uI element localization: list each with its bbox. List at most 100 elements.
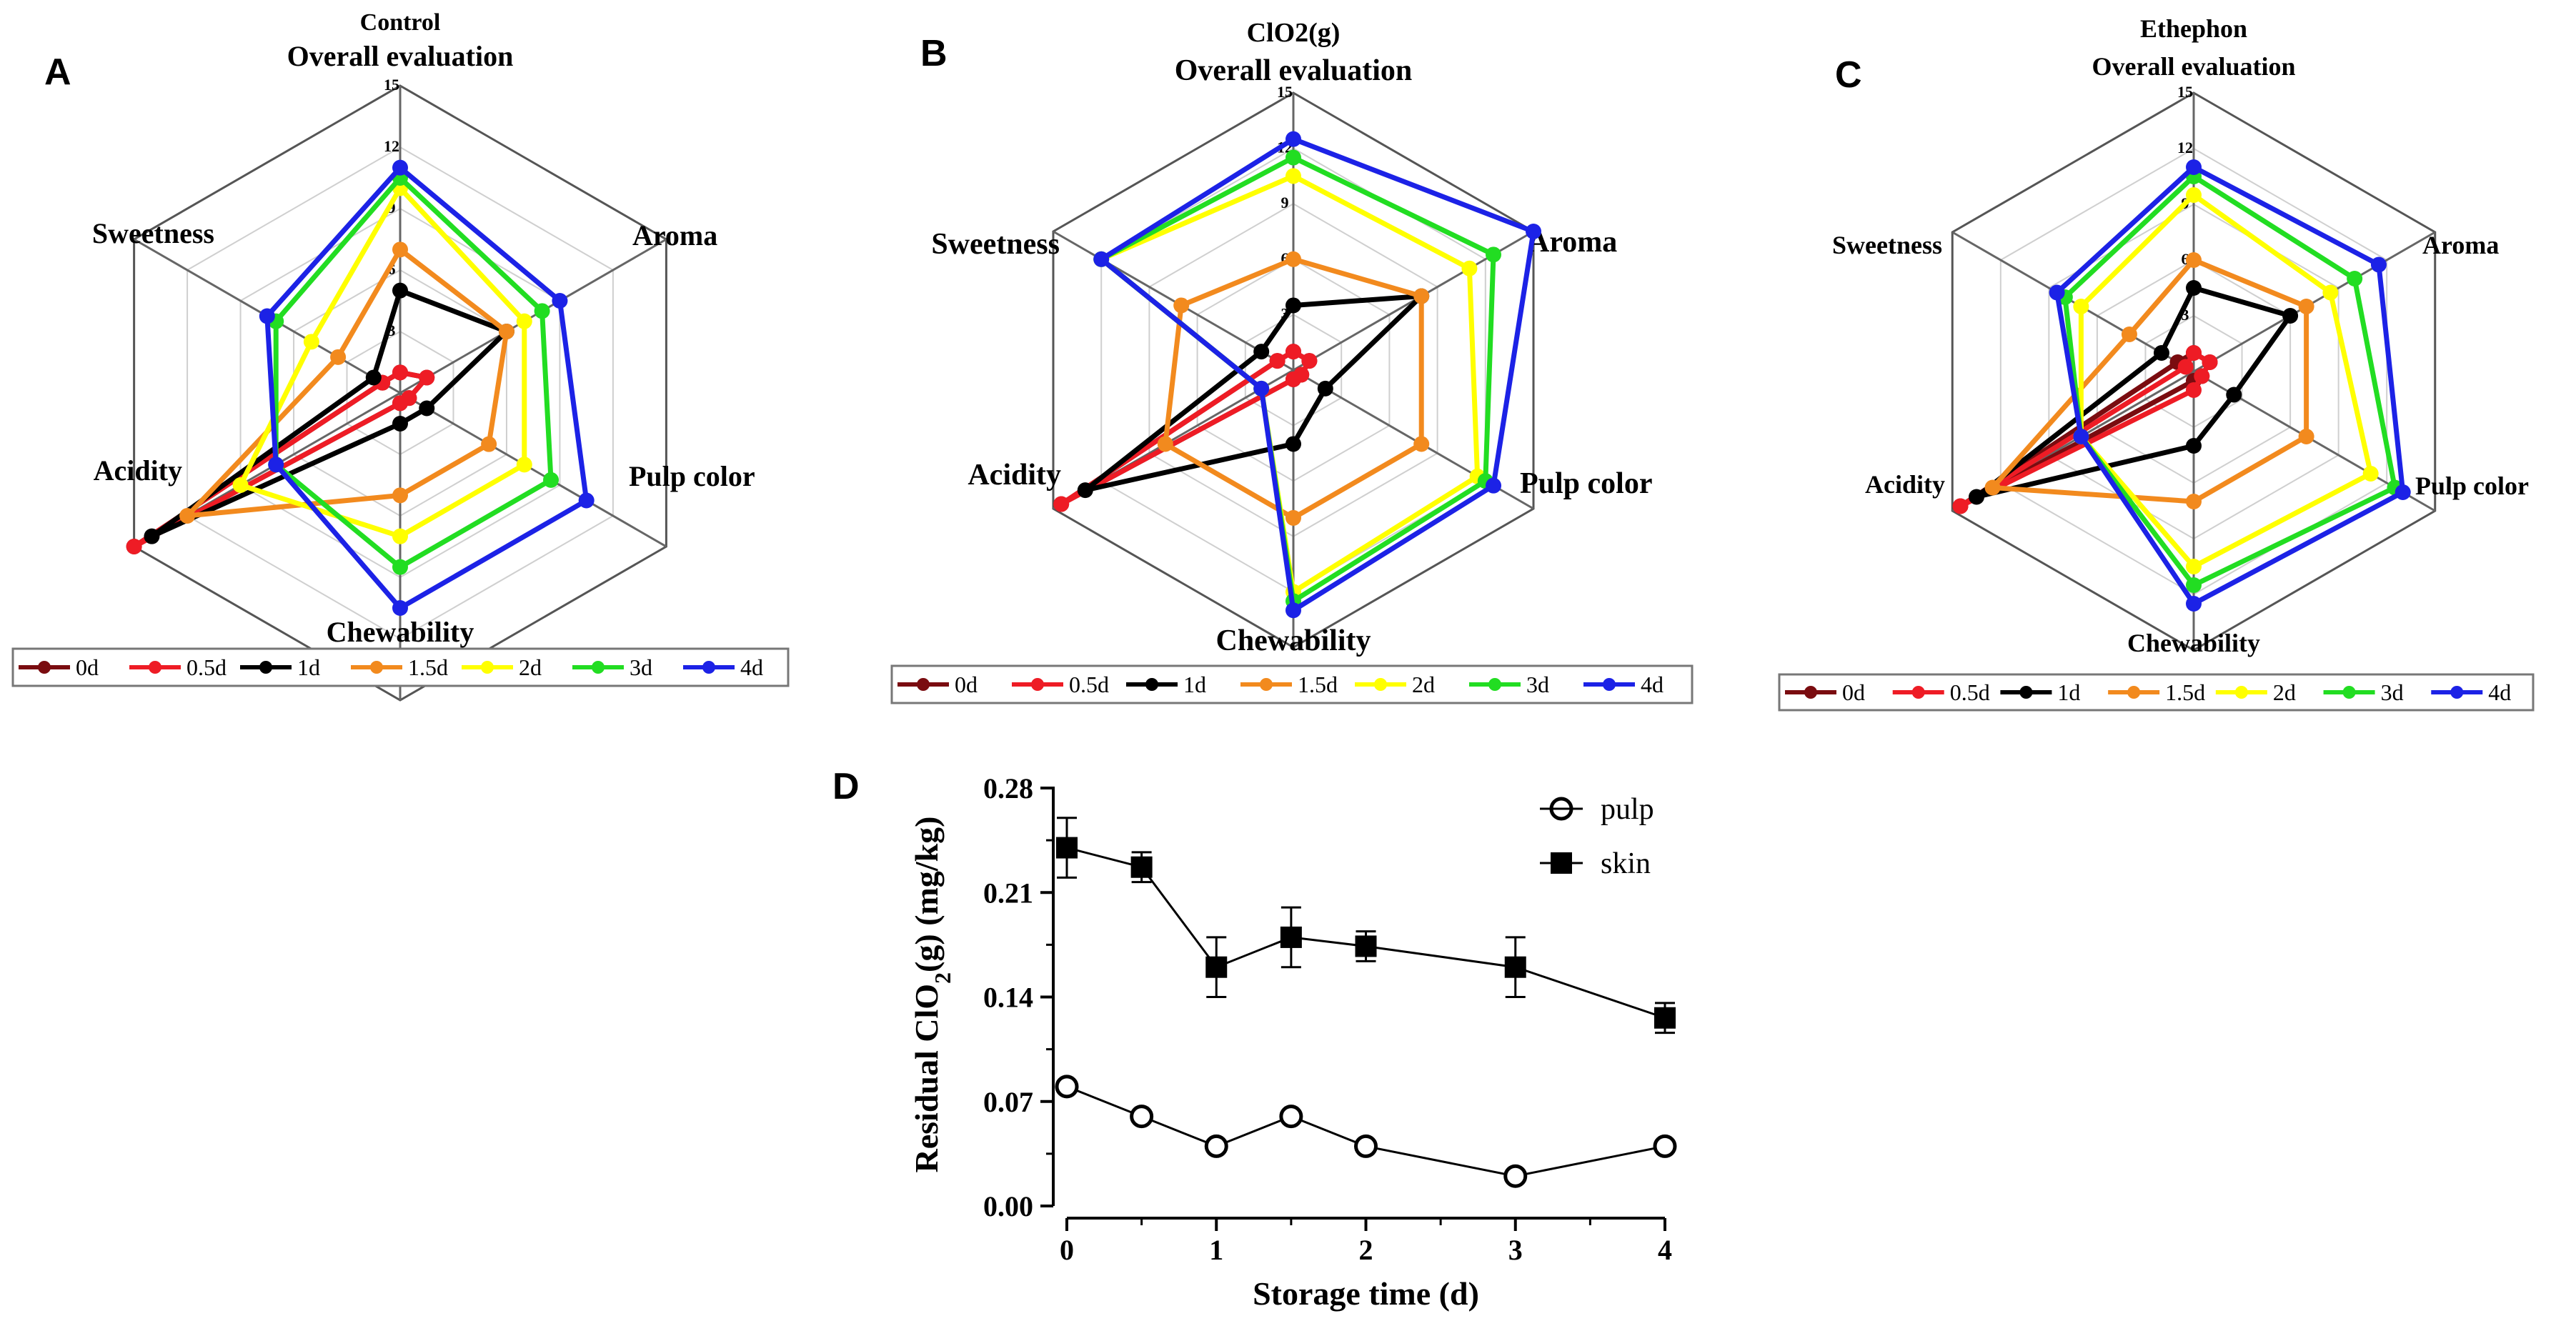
series-point-1d bbox=[365, 369, 382, 386]
series-point-1.5d bbox=[1285, 251, 1301, 267]
series-point-4d bbox=[2073, 429, 2089, 444]
y-axis-title-tail: (g) (mg/kg) bbox=[908, 816, 945, 972]
legend-label: 1.5d bbox=[1298, 672, 1338, 697]
legend-label-pulp: pulp bbox=[1601, 793, 1654, 826]
series-line-4d bbox=[1098, 136, 1536, 613]
series-point-1d bbox=[2226, 387, 2242, 403]
panel-letter-c: C bbox=[1835, 54, 1862, 96]
series-point-1d bbox=[2282, 308, 2299, 324]
legend-swatch-marker bbox=[2019, 686, 2033, 699]
x-axis-title: Storage time (d) bbox=[1253, 1275, 1479, 1312]
series-point-1.5d bbox=[1285, 509, 1301, 526]
series-point-4d bbox=[1526, 224, 1542, 239]
axis-label: Pulp color bbox=[1520, 467, 1653, 500]
y-axis-title-main: Residual ClO bbox=[908, 984, 945, 1173]
series-point-4d bbox=[2186, 596, 2202, 612]
series-point-0.5d bbox=[1053, 496, 1070, 512]
legend-label: 0d bbox=[1842, 679, 1865, 705]
series-point-2d bbox=[303, 334, 319, 350]
radial-tick-label: 15 bbox=[2177, 83, 2193, 101]
series-point-1.5d bbox=[481, 436, 497, 452]
legend-swatch-marker bbox=[149, 661, 161, 674]
series-point-4d bbox=[2186, 159, 2202, 175]
series-point-1.5d bbox=[498, 324, 514, 339]
series-point-pulp bbox=[1055, 1075, 1079, 1099]
series-point-0.5d bbox=[2177, 359, 2194, 375]
series-point-3d bbox=[2347, 271, 2363, 286]
axis-spoke bbox=[1053, 230, 1294, 372]
series-point-4d bbox=[2049, 284, 2065, 301]
series-point-4d bbox=[552, 293, 568, 309]
chart-title: ClO2(g) bbox=[1247, 18, 1341, 48]
legend-swatch-marker bbox=[1488, 678, 1501, 691]
series-point-pulp bbox=[1503, 1164, 1528, 1188]
legend-swatch-marker bbox=[1911, 686, 1925, 699]
series-point-skin bbox=[1654, 1007, 1676, 1029]
series-point-2d bbox=[2186, 559, 2202, 574]
series-point-skin bbox=[1355, 935, 1377, 957]
radial-tick-label: 3 bbox=[388, 321, 396, 339]
series-point-4d bbox=[2395, 484, 2411, 500]
legend-label: 0d bbox=[76, 654, 99, 680]
series-point-1.5d bbox=[2298, 429, 2314, 444]
series-point-pulp bbox=[1204, 1134, 1228, 1158]
legend-swatch-marker bbox=[592, 661, 605, 674]
series-point-2d bbox=[2322, 284, 2339, 301]
axis-label: Sweetness bbox=[931, 228, 1060, 261]
radial-tick-label: 6 bbox=[1281, 249, 1289, 267]
axis-label: Chewability bbox=[1215, 624, 1371, 657]
series-point-pulp bbox=[1130, 1105, 1154, 1129]
series-point-1.5d bbox=[330, 349, 347, 365]
series-point-3d bbox=[392, 559, 408, 575]
series-point-1.5d bbox=[1173, 297, 1190, 314]
x-tick-label: 2 bbox=[1359, 1234, 1373, 1266]
axis-label: Aroma bbox=[632, 219, 717, 251]
legend-swatch-marker bbox=[481, 661, 494, 674]
radial-tick-label: 15 bbox=[384, 76, 399, 94]
panel-letter-b: B bbox=[920, 33, 948, 74]
panel-letter-d: D bbox=[832, 766, 860, 807]
series-line-pulp bbox=[1066, 1085, 1666, 1177]
axis-label: Sweetness bbox=[1832, 231, 1942, 259]
radial-tick-label: 12 bbox=[2177, 139, 2193, 156]
series-point-1d bbox=[1285, 436, 1301, 452]
legend-swatch-marker bbox=[370, 661, 383, 674]
axis-label: Aroma bbox=[2422, 231, 2499, 259]
y-tick-label: 0.00 bbox=[983, 1190, 1033, 1222]
legend-label: 1d bbox=[2057, 679, 2080, 705]
axis-label: Acidity bbox=[968, 459, 1061, 492]
x-tick-label: 3 bbox=[1508, 1234, 1523, 1266]
series-point-2d bbox=[232, 477, 249, 493]
series-point-4d bbox=[1486, 477, 1502, 494]
series-point-1.5d bbox=[1984, 479, 2001, 496]
axis-label: Pulp color bbox=[2415, 472, 2529, 500]
series-point-skin bbox=[1130, 856, 1153, 878]
x-tick-label: 1 bbox=[1209, 1234, 1223, 1266]
legend-swatch-marker bbox=[2342, 686, 2356, 699]
series-point-1d bbox=[419, 400, 435, 417]
legend-label: 2d bbox=[519, 654, 542, 680]
series-point-1.5d bbox=[179, 508, 196, 524]
legend-label: 3d bbox=[1526, 672, 1549, 697]
axis-spoke bbox=[399, 392, 667, 548]
axis-label: Overall evaluation bbox=[287, 40, 514, 72]
legend-label: 2d bbox=[2273, 679, 2296, 705]
series-point-3d bbox=[534, 303, 550, 319]
series-point-4d bbox=[392, 159, 408, 176]
legend-swatch-marker bbox=[1804, 686, 1817, 699]
series-point-1.5d bbox=[2186, 252, 2202, 268]
legend-swatch-marker bbox=[38, 661, 51, 674]
series-point-0.5d bbox=[392, 395, 408, 412]
series-point-1d bbox=[2153, 345, 2169, 361]
series-point-1d bbox=[1253, 344, 1270, 360]
x-tick-label: 0 bbox=[1060, 1234, 1074, 1266]
axis-label: Acidity bbox=[94, 454, 182, 487]
series-point-0.5d bbox=[1285, 344, 1301, 360]
series-point-1.5d bbox=[392, 241, 408, 258]
series-line-4d bbox=[264, 165, 590, 611]
series-point-skin bbox=[1056, 837, 1078, 859]
series-point-4d bbox=[2370, 256, 2387, 273]
axis-label: Pulp color bbox=[629, 460, 755, 492]
